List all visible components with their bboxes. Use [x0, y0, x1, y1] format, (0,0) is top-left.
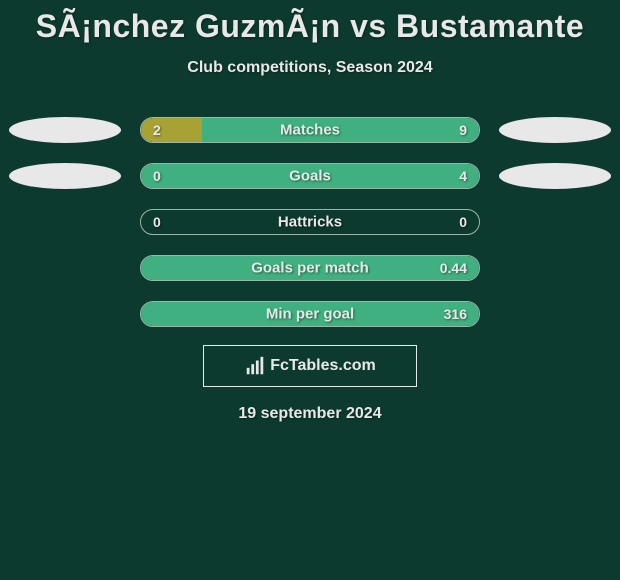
player-left-ellipse: [9, 117, 121, 143]
stats-area: 2 9 Matches 0 4 Goals 0 0 Hattricks 0.44 Goals per…: [0, 117, 620, 327]
page-title: SÃ¡nchez GuzmÃ¡n vs Bustamante: [36, 8, 584, 45]
stat-bar: 316 Min per goal: [140, 301, 480, 327]
stat-label: Hattricks: [278, 214, 342, 231]
stat-value-right: 316: [444, 306, 467, 322]
stat-value-left: 0: [153, 214, 161, 230]
stat-row: 316 Min per goal: [0, 301, 620, 327]
stat-value-right: 9: [459, 122, 467, 138]
stat-row: 0 0 Hattricks: [0, 209, 620, 235]
stat-bar: 2 9 Matches: [140, 117, 480, 143]
player-right-ellipse: [499, 117, 611, 143]
logo-box: FcTables.com: [203, 345, 417, 387]
stat-row: 0.44 Goals per match: [0, 255, 620, 281]
date-text: 19 september 2024: [238, 405, 381, 423]
stat-label: Min per goal: [266, 306, 354, 323]
stat-value-right: 0.44: [440, 260, 467, 276]
stat-value-left: 0: [153, 168, 161, 184]
stat-value-right: 0: [459, 214, 467, 230]
stat-label: Goals per match: [251, 260, 369, 277]
stat-bar-right-fill: [202, 118, 479, 142]
player-left-ellipse: [9, 163, 121, 189]
stat-bar: 0.44 Goals per match: [140, 255, 480, 281]
stat-value-right: 4: [459, 168, 467, 184]
stat-bar: 0 0 Hattricks: [140, 209, 480, 235]
stat-bar-left-fill: [141, 118, 202, 142]
logo-text: FcTables.com: [270, 357, 376, 375]
stat-row: 2 9 Matches: [0, 117, 620, 143]
page-subtitle: Club competitions, Season 2024: [187, 59, 432, 77]
player-right-ellipse: [499, 163, 611, 189]
stat-bar: 0 4 Goals: [140, 163, 480, 189]
bar-chart-icon: [244, 355, 266, 377]
stat-row: 0 4 Goals: [0, 163, 620, 189]
stat-label: Matches: [280, 122, 340, 139]
comparison-infographic: SÃ¡nchez GuzmÃ¡n vs Bustamante Club comp…: [0, 0, 620, 580]
stat-value-left: 2: [153, 122, 161, 138]
stat-label: Goals: [289, 168, 331, 185]
